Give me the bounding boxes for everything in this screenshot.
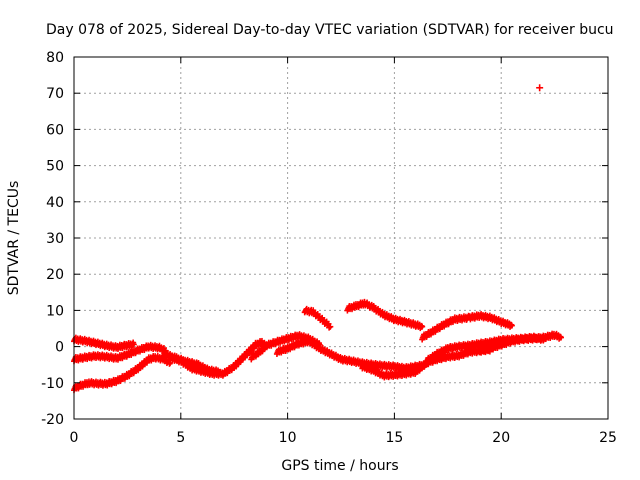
- x-tick-label: 0: [70, 430, 79, 446]
- x-tick-label: 5: [176, 430, 185, 446]
- y-tick-label: 40: [46, 195, 64, 211]
- y-tick-label: -10: [41, 376, 64, 392]
- y-tick-label: 70: [46, 86, 64, 102]
- y-axis-label: SDTVAR / TECUs: [6, 181, 22, 296]
- y-tick-label: 30: [46, 231, 64, 247]
- outlier-point: [536, 84, 544, 92]
- x-tick-label: 10: [279, 430, 297, 446]
- data-point: [327, 323, 334, 330]
- y-tick-label: 80: [46, 50, 64, 66]
- data-point: [508, 322, 515, 329]
- y-tick-label: 20: [46, 267, 64, 283]
- grid-lines: [74, 57, 608, 419]
- y-tick-label: 60: [46, 122, 64, 138]
- data-points: [71, 84, 565, 394]
- data-point: [558, 334, 565, 341]
- x-axis-label: GPS time / hours: [281, 458, 398, 474]
- x-tick-label: 25: [599, 430, 617, 446]
- x-tick-label: 15: [385, 430, 403, 446]
- y-tick-label: 50: [46, 159, 64, 175]
- chart-title: Day 078 of 2025, Sidereal Day-to-day VTE…: [46, 22, 614, 38]
- y-tick-label: -20: [41, 412, 64, 428]
- x-tick-label: 20: [492, 430, 510, 446]
- y-tick-label: 10: [46, 303, 64, 319]
- axis-ticks: 0 5 10 15 20 25 -20 -10 0 10 20 30 40 50 60 70 80: [41, 50, 617, 446]
- data-point: [130, 341, 137, 348]
- data-point: [419, 323, 426, 330]
- y-tick-label: 0: [55, 340, 64, 356]
